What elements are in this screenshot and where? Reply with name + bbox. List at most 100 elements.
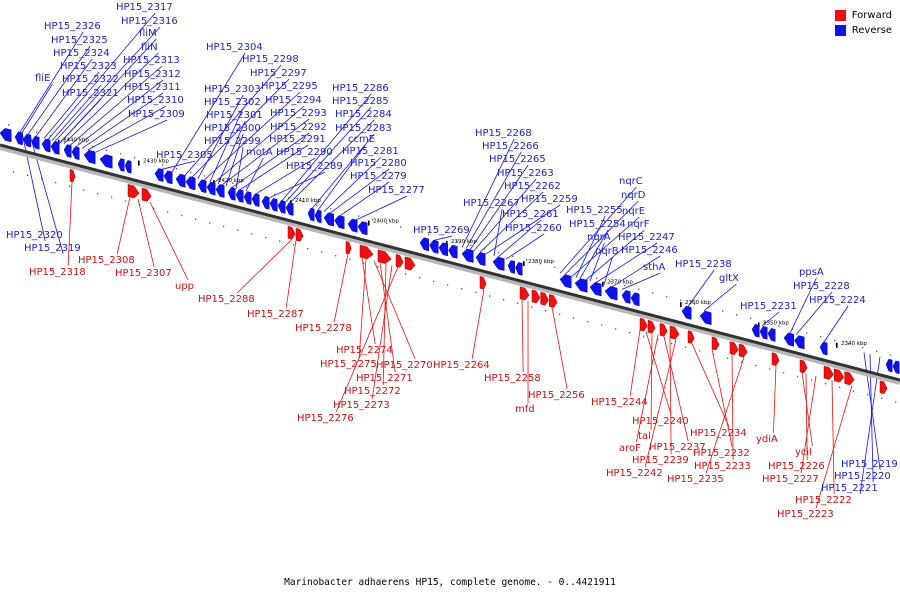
minor-tick [531,306,533,308]
reverse-leader-line [564,200,639,275]
reverse-leader-line [184,64,282,176]
reverse-gene-label: HP15_2326 [44,21,101,32]
forward-gene-label: HP15_2264 [433,360,490,371]
forward-leader-line [67,181,73,267]
forward-gene-label: HP15_2222 [795,495,852,506]
minor-tick [92,146,94,148]
reverse-leader-line [579,229,609,279]
reverse-gene-label: HP15_2221 [821,483,878,494]
reverse-gene-label: HP15_2247 [618,232,675,243]
reverse-gene-label: HP15_2281 [342,146,399,157]
reverse-gene-label: HP15_2325 [51,35,108,46]
forward-leader-line [371,265,393,400]
minor-tick [288,197,290,199]
reverse-gene-label: ppsA [799,267,824,278]
position-ticks: 2440 kbp 2430 kbp 2420 kbp 2410 kbp 2400 kbp… [8,124,897,403]
forward-gene-label: tal [638,431,651,442]
minor-tick [601,324,603,326]
minor-tick [713,353,715,356]
minor-tick [820,336,822,338]
forward-gene-label: HP15_2275 [320,359,377,370]
minor-tick [279,240,281,242]
reverse-leader-line [317,144,366,211]
reverse-leader-line [311,133,375,209]
minor-tick [783,372,785,374]
reverse-gene-arrow [767,328,776,342]
forward-leader-line [373,260,416,360]
minor-tick [218,178,220,181]
map-caption: Marinobacter adhaerens HP15, complete ge… [284,577,616,588]
reverse-gene-label: HP15_2294 [265,95,322,106]
minor-tick [120,153,122,155]
reverse-leader-line [329,168,390,214]
reverse-gene-label: HP15_2280 [350,158,407,169]
reverse-gene-arrow [307,207,315,222]
forward-gene-arrow [687,330,695,344]
reverse-gene-arrow [185,176,196,191]
reverse-gene-label: HP15_2304 [206,42,263,53]
minor-tick [778,325,780,327]
strand-legend: Forward Reverse [834,8,892,38]
reverse-gene-arrow [429,239,439,254]
legend-forward: Forward [834,8,892,22]
reverse-gene-label: HP15_2319 [24,243,81,254]
reverse-gene-arrow [251,193,260,208]
forward-gene-arrow [834,368,845,383]
forward-gene-arrow [377,249,392,264]
reverse-leader-line [51,84,102,141]
reverse-gene-arrow [448,244,458,259]
minor-tick [181,214,183,217]
minor-tick [302,200,304,203]
minor-tick [876,350,878,353]
forward-leader-line [705,357,745,474]
minor-tick [708,306,710,309]
forward-gene-label: HP15_2258 [484,373,541,384]
reverse-leader-line [27,45,91,135]
forward-gene-label: HP15_2256 [528,390,585,401]
minor-tick [890,354,892,356]
forward-gene-label: mfd [515,404,535,415]
minor-tick [610,281,612,283]
reverse-gene-label: HP15_2311 [124,82,181,93]
minor-tick [125,200,127,202]
reverse-gene-arrow [819,341,828,356]
forward-leader-line [773,365,777,434]
reverse-gene-arrow [559,274,572,289]
reverse-leader-line [171,52,246,173]
reverse-gene-arrow [206,181,216,196]
minor-tick [8,124,10,126]
forward-gene-arrow [359,244,374,260]
minor-tick [335,255,337,257]
minor-tick [652,292,654,294]
forward-gene-arrow [647,319,656,334]
minor-tick [111,196,113,198]
minor-tick [545,310,547,312]
reverse-leader-line [355,195,408,221]
minor-tick [148,160,150,162]
minor-tick [559,313,561,315]
tick-label: 2370 kbp [607,280,633,286]
reverse-gene-arrow [197,179,207,194]
forward-gene-arrow [287,225,296,240]
minor-tick [246,186,248,188]
reverse-gene-label: HP15_2291 [269,134,326,145]
forward-gene-arrow [404,256,416,271]
reverse-leader-line [269,171,326,198]
minor-tick [232,182,234,184]
minor-tick [680,299,682,301]
forward-leader-line [644,339,677,468]
reverse-leader-line [703,283,737,312]
reverse-gene-label: HP15_2302 [204,97,261,108]
reverse-leader-line [585,229,645,281]
reverse-gene-label: nqrF [627,219,650,230]
reverse-gene-label: HP15_2268 [475,128,532,139]
reverse-leader-line [217,120,246,185]
reverse-gene-label: HP15_2261 [502,209,559,220]
forward-leader-line [711,348,733,448]
minor-tick [895,401,897,403]
minor-tick [78,142,80,144]
reverse-leader-line [473,178,537,252]
forward-gene-arrow [823,365,834,380]
reverse-gene-arrow [14,131,23,146]
reverse-gene-label: nqrB [595,246,619,257]
